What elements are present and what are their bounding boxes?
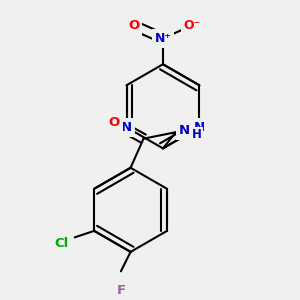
Text: N: N [178,124,190,137]
Text: N⁺: N⁺ [154,32,171,45]
Text: Cl: Cl [55,237,69,250]
Text: N: N [194,121,205,134]
Text: F: F [116,284,125,297]
Text: O: O [128,19,140,32]
Text: O⁻: O⁻ [183,19,201,32]
Text: H: H [192,128,202,141]
Text: O: O [109,116,120,129]
Text: N: N [121,121,132,134]
